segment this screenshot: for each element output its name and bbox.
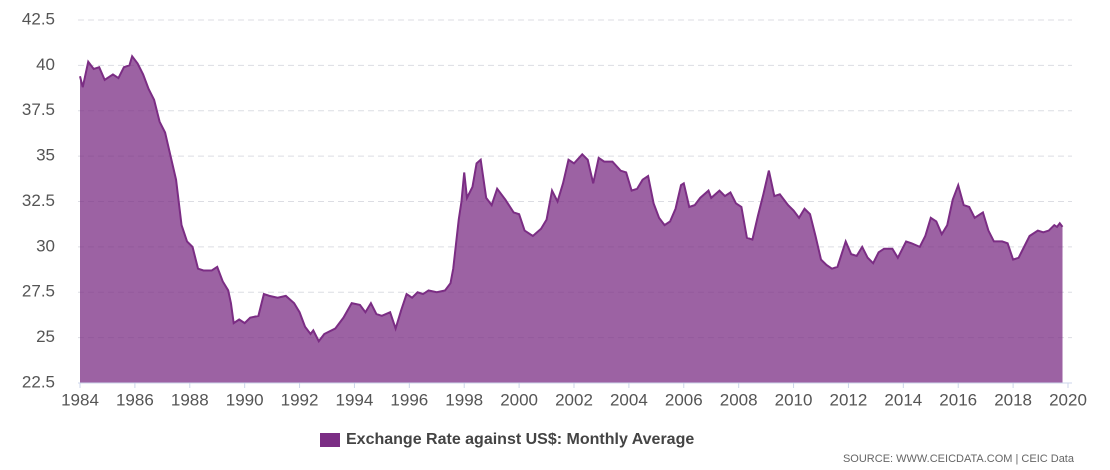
y-tick-label: 42.5 — [22, 9, 55, 28]
x-tick-label: 1990 — [226, 390, 264, 409]
x-tick-label: 2004 — [610, 390, 648, 409]
x-tick-label: 1998 — [445, 390, 483, 409]
x-tick-label: 1996 — [390, 390, 428, 409]
x-tick-label: 2008 — [720, 390, 758, 409]
y-tick-label: 35 — [36, 146, 55, 165]
x-tick-label: 2010 — [775, 390, 813, 409]
x-tick-label: 1988 — [171, 390, 209, 409]
legend-label: Exchange Rate against US$: Monthly Avera… — [346, 431, 694, 448]
y-tick-label: 25 — [36, 327, 55, 346]
y-tick-label: 40 — [36, 55, 55, 74]
y-tick-label: 22.5 — [22, 372, 55, 391]
y-tick-label: 37.5 — [22, 100, 55, 119]
x-tick-label: 2012 — [830, 390, 868, 409]
y-tick-label: 30 — [36, 236, 55, 255]
x-tick-label: 2016 — [939, 390, 977, 409]
x-tick-label: 1992 — [281, 390, 319, 409]
x-tick-label: 2018 — [994, 390, 1032, 409]
area-fill — [80, 56, 1063, 384]
x-tick-label: 2000 — [500, 390, 538, 409]
x-tick-label: 2014 — [884, 390, 922, 409]
x-tick-label: 1986 — [116, 390, 154, 409]
x-tick-label: 2006 — [665, 390, 703, 409]
x-tick-label: 1984 — [61, 390, 99, 409]
area-line — [79, 54, 1064, 344]
source-note: SOURCE: WWW.CEICDATA.COM | CEIC Data — [843, 453, 1075, 465]
y-tick-label: 27.5 — [22, 282, 55, 301]
x-tick-label: 2020 — [1049, 390, 1087, 409]
y-tick-label: 32.5 — [22, 191, 55, 210]
x-tick-label: 2002 — [555, 390, 593, 409]
x-tick-label: 1994 — [336, 390, 374, 409]
legend-swatch — [320, 433, 340, 447]
